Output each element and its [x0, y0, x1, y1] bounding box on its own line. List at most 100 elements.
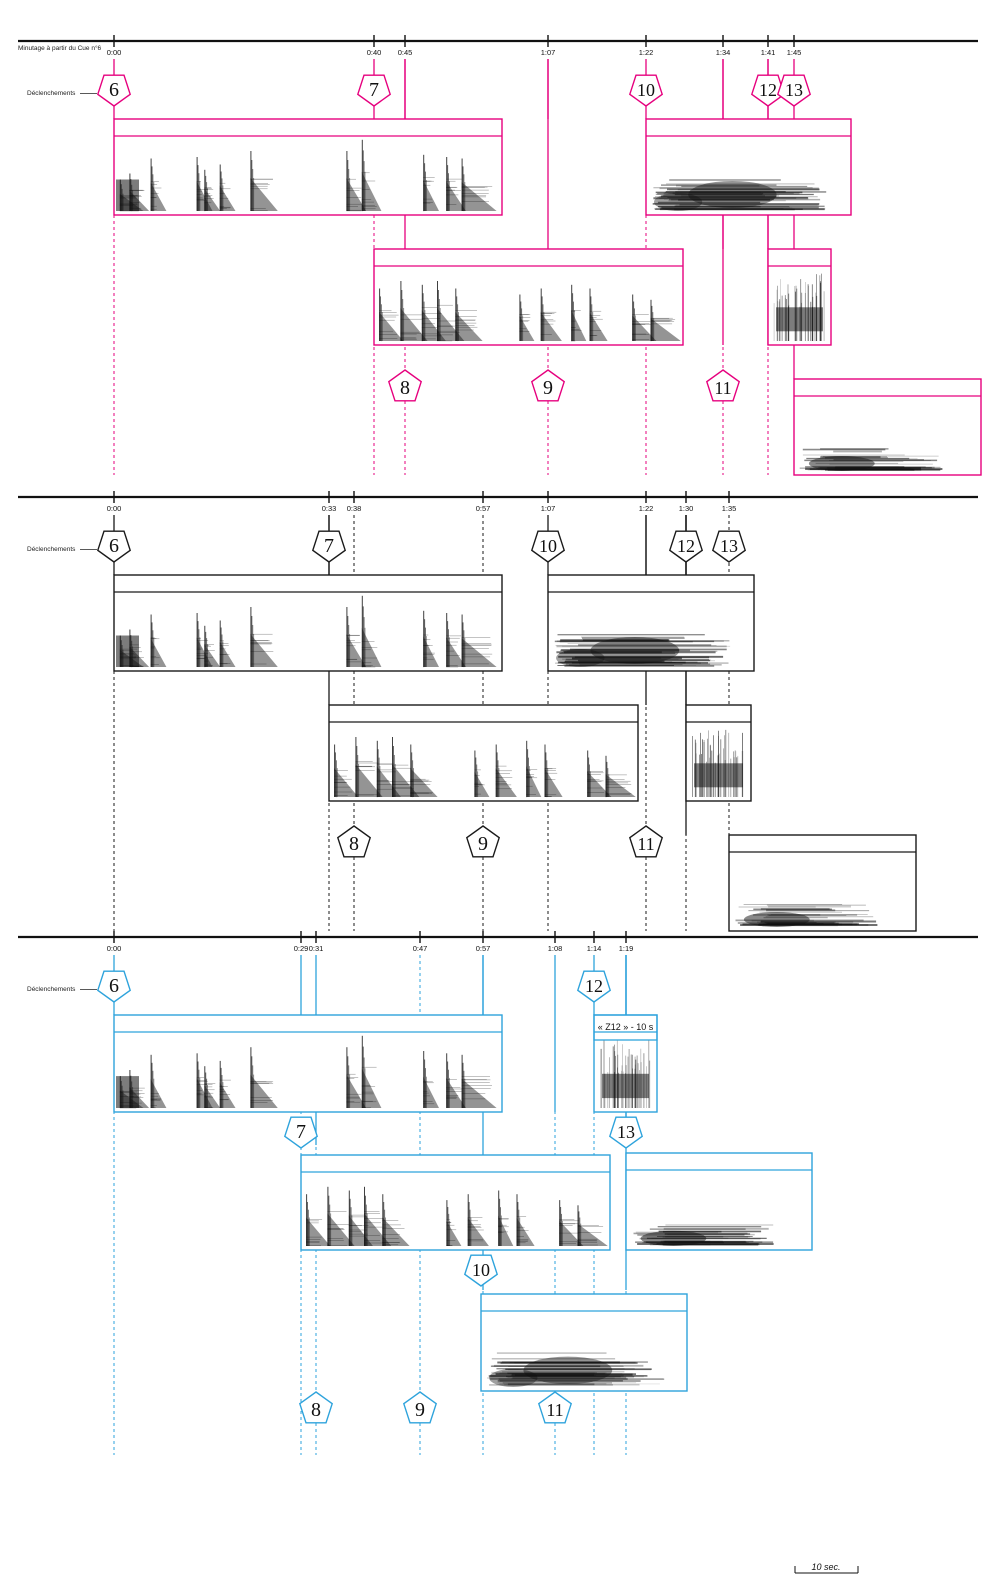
cue-pentagon: [387, 369, 423, 402]
timing-label: Minutage à partir du Cue n°6: [18, 44, 102, 52]
time-label: 1:19: [619, 944, 634, 953]
time-axes: 0:00 0:40 0:45 1:07 1:22 1:34 1:41 1:45 0:00 0:33…: [18, 35, 978, 953]
sound-box: [113, 574, 503, 672]
cue-marker-8: 8: [387, 369, 423, 402]
spectrogram: [652, 179, 827, 211]
triggers-label-1: Déclenchements: [27, 90, 76, 97]
time-label: 0:45: [398, 48, 413, 57]
time-label: 1:41: [761, 48, 776, 57]
time-label: 1:35: [722, 504, 737, 513]
spectrogram: [116, 139, 497, 212]
sound-box: [793, 378, 982, 476]
cue-number: 7: [296, 1121, 306, 1143]
cue-pentagon: [283, 1116, 319, 1149]
sound-box: [728, 834, 917, 932]
cue-pentagon: [530, 530, 566, 563]
cue-number: 10: [472, 1260, 490, 1280]
cue-number: 11: [637, 834, 654, 854]
cue-number: 12: [759, 80, 777, 100]
time-label: 1:14: [587, 944, 602, 953]
time-axis-3: 0:00 0:29 0:31 0:47 0:57 1:08 1:14 1:19: [18, 931, 978, 953]
cue-marker-7: 7: [356, 74, 392, 107]
cue-marker-13: 13: [608, 1116, 644, 1149]
spectrogram: [600, 1039, 651, 1108]
time-axis-1: 0:00 0:40 0:45 1:07 1:22 1:34 1:41 1:45: [18, 35, 978, 57]
cue-marker-11: 11: [537, 1391, 573, 1424]
cue-marker-12: 12: [668, 530, 704, 563]
sound-box: [373, 248, 684, 346]
cue-pentagon: [576, 970, 612, 1003]
cue-marker-7: 7: [283, 1116, 319, 1149]
cue-number: 8: [400, 377, 410, 399]
cue-pentagon: [463, 1254, 499, 1287]
spectrogram: [799, 448, 943, 471]
cue-number: 13: [720, 536, 738, 556]
sound-boxes: [113, 118, 982, 1392]
sound-box: [685, 704, 752, 802]
spectrogram: [633, 1224, 774, 1246]
spectrogram: [773, 273, 825, 341]
sound-box-frame: [113, 118, 503, 216]
cue-marker-9: 9: [530, 369, 566, 402]
cue-marker-10: 10: [530, 530, 566, 563]
time-label: 0:00: [107, 944, 122, 953]
sound-box: [328, 704, 639, 802]
cue-pentagon: [96, 74, 132, 107]
cue-marker-11: 11: [705, 369, 741, 402]
cue-marker-10: 10: [628, 74, 664, 107]
spectrogram: [116, 1035, 497, 1109]
time-label: 0:47: [413, 944, 428, 953]
cue-pentagon: [537, 1391, 573, 1424]
cue-pentagon: [668, 530, 704, 563]
cue-pentagon: [298, 1391, 334, 1424]
cue-marker-8: 8: [298, 1391, 334, 1424]
time-label: 1:08: [548, 944, 563, 953]
spectrogram: [379, 281, 681, 342]
cue-pentagon: [705, 369, 741, 402]
cue-number: 7: [369, 79, 379, 101]
sound-box-frame: [373, 248, 684, 346]
cue-number: 13: [617, 1122, 635, 1142]
time-label: 1:45: [787, 48, 802, 57]
sound-box: [113, 118, 503, 216]
cue-number: 10: [637, 80, 655, 100]
time-label: 1:34: [716, 48, 731, 57]
cue-number: 13: [785, 80, 803, 100]
cue-marker-9: 9: [402, 1391, 438, 1424]
cue-pentagon: [608, 1116, 644, 1149]
sound-box: [625, 1152, 813, 1251]
spectrogram: [487, 1352, 665, 1387]
sound-box-frame: [113, 574, 503, 672]
time-label: 1:22: [639, 48, 654, 57]
sound-box: [300, 1154, 611, 1251]
time-axis-2: 0:00 0:33 0:38 0:57 1:07 1:22 1:30 1:35: [18, 491, 978, 513]
sound-box: [645, 118, 852, 216]
time-label: 0:38: [347, 504, 362, 513]
triggers-label-2: Déclenchements: [27, 546, 76, 553]
cue-pentagon: [336, 825, 372, 858]
cue-marker-8: 8: [336, 825, 372, 858]
time-label: 1:07: [541, 504, 556, 513]
cue-marker-11: 11: [628, 825, 664, 858]
time-label: 0:00: [107, 48, 122, 57]
cue-pentagon: [776, 74, 812, 107]
cue-number: 9: [543, 377, 553, 399]
cue-number: 9: [415, 1399, 425, 1421]
cue-number: 11: [546, 1400, 563, 1420]
cue-pentagon: [628, 825, 664, 858]
cue-number: 6: [109, 975, 119, 997]
time-label: 0:29: [294, 944, 309, 953]
sound-box: [593, 1014, 658, 1113]
time-label: 1:22: [639, 504, 654, 513]
time-label: 0:00: [107, 504, 122, 513]
cue-number: 6: [109, 535, 119, 557]
spectrogram: [735, 903, 878, 927]
cue-markers: 6 7 10 12 13 8 9 11 6 7 10 12 13 8 9 11 6 12 7 13 10 8 9 11: [96, 74, 812, 1424]
cue-marker-13: 13: [776, 74, 812, 107]
time-label: 0:31: [309, 944, 324, 953]
cue-marker-12: 12: [750, 74, 786, 107]
sound-box: [547, 574, 755, 672]
cue-pentagon: [711, 530, 747, 563]
cue-number: 12: [677, 536, 695, 556]
